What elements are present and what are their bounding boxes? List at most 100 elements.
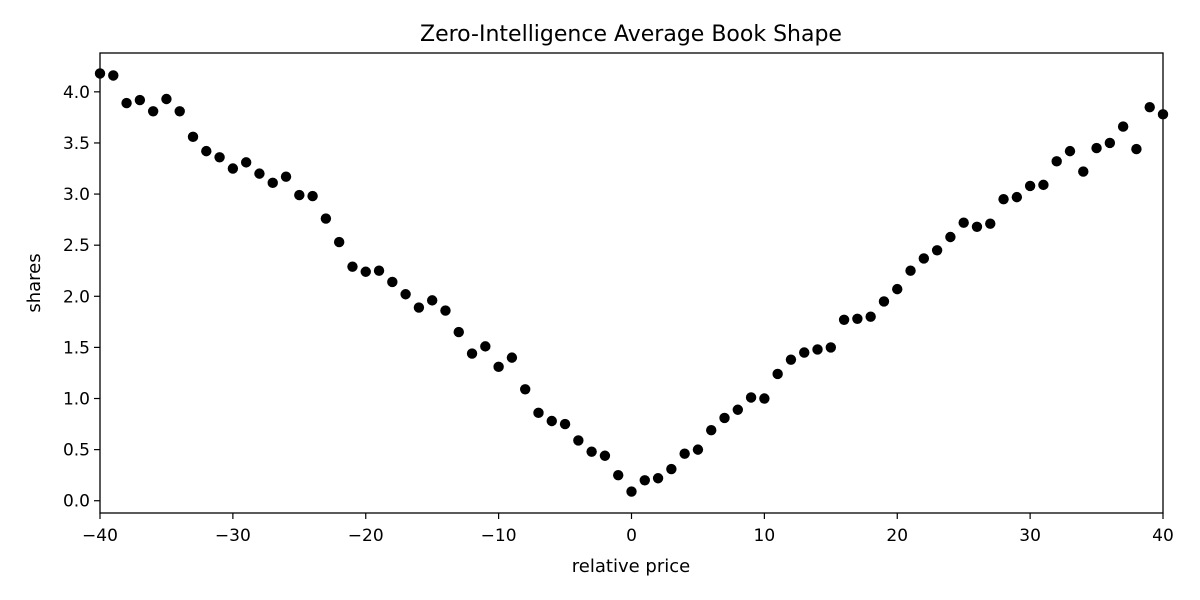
data-point [785, 354, 797, 365]
y-tick-label: 3.5 [63, 134, 90, 154]
data-point [905, 265, 916, 276]
y-axis-ticks: 0.0 0.5 1.0 1.5 2.0 2.5 3.0 3.5 4.0 [63, 83, 100, 512]
x-tick-label: 0 [626, 526, 637, 546]
data-point [958, 217, 969, 228]
data-point [108, 70, 119, 81]
x-tick-label: 30 [1019, 526, 1041, 546]
data-point [227, 163, 239, 174]
data-point [666, 463, 677, 475]
data-point [533, 407, 544, 419]
data-point [865, 311, 876, 322]
data-point [360, 266, 371, 277]
data-point [679, 448, 690, 459]
x-tick-label: −10 [481, 526, 517, 546]
data-point [613, 469, 624, 481]
data-point [307, 190, 318, 202]
data-point [745, 392, 757, 403]
data-point [971, 221, 983, 232]
data-point [985, 218, 996, 229]
data-point [147, 106, 159, 117]
data-point [546, 415, 557, 427]
data-point [373, 265, 385, 276]
data-point [1024, 180, 1036, 192]
data-point [466, 348, 478, 359]
y-axis-label: shares [24, 253, 45, 312]
x-axis-label: relative price [572, 556, 690, 577]
data-points [94, 68, 1169, 497]
data-point [506, 352, 518, 363]
x-tick-label: −20 [348, 526, 384, 546]
x-tick-label: −40 [82, 526, 118, 546]
data-point [559, 418, 571, 430]
data-point [772, 368, 783, 380]
data-point [1131, 143, 1142, 155]
data-point [520, 384, 531, 395]
data-point [214, 152, 225, 163]
x-tick-label: 40 [1152, 526, 1174, 546]
data-point [134, 94, 146, 106]
data-point [1117, 121, 1129, 132]
data-point [187, 131, 199, 143]
data-point [719, 412, 730, 424]
x-tick-label: 20 [886, 526, 908, 546]
y-tick-label: 1.5 [63, 338, 90, 358]
data-point [918, 253, 930, 264]
y-tick-label: 1.0 [63, 390, 90, 410]
data-point [347, 261, 358, 272]
data-point [1078, 166, 1089, 177]
data-point [998, 193, 1009, 205]
data-point [453, 326, 464, 338]
plot-frame [99, 52, 1164, 514]
data-point [626, 486, 637, 497]
data-point [240, 157, 252, 168]
data-point [387, 276, 398, 288]
data-point [852, 313, 863, 324]
x-axis-ticks: −40 −30 −20 −10 0 10 20 30 40 [82, 513, 1174, 546]
data-point [1011, 191, 1023, 203]
data-point [1091, 142, 1102, 154]
data-point [480, 341, 491, 352]
data-point [1144, 101, 1155, 113]
data-point [639, 475, 650, 486]
data-point [825, 342, 837, 353]
data-point [320, 213, 332, 224]
data-point [812, 344, 823, 355]
data-point [1104, 137, 1116, 149]
data-point [838, 314, 850, 325]
data-point [759, 393, 770, 404]
data-point [1064, 145, 1076, 157]
chart-title: Zero-Intelligence Average Book Shape [420, 22, 842, 47]
data-point [586, 446, 597, 457]
data-point [413, 302, 425, 313]
data-point [333, 236, 345, 248]
x-tick-label: 10 [754, 526, 776, 546]
y-tick-label: 0.0 [63, 492, 90, 512]
y-tick-label: 2.0 [63, 287, 90, 307]
data-point [267, 177, 278, 189]
data-point [573, 435, 584, 446]
data-point [878, 296, 890, 307]
data-point [161, 93, 172, 105]
data-point [201, 145, 212, 157]
y-tick-label: 2.5 [63, 236, 90, 256]
data-point [706, 425, 717, 436]
data-point [426, 295, 438, 306]
data-point [1051, 156, 1062, 167]
y-tick-label: 4.0 [63, 83, 90, 103]
data-point [931, 245, 943, 256]
data-point [400, 289, 411, 300]
data-point [440, 305, 451, 316]
data-point [254, 168, 265, 179]
data-point [294, 189, 305, 201]
data-point [1038, 179, 1049, 191]
data-point [652, 473, 664, 484]
y-tick-label: 0.5 [63, 441, 90, 461]
data-point [121, 97, 132, 109]
data-point [599, 450, 611, 461]
data-point [732, 404, 743, 415]
x-tick-label: −30 [215, 526, 251, 546]
y-tick-label: 3.0 [63, 185, 90, 205]
data-point [493, 361, 504, 373]
